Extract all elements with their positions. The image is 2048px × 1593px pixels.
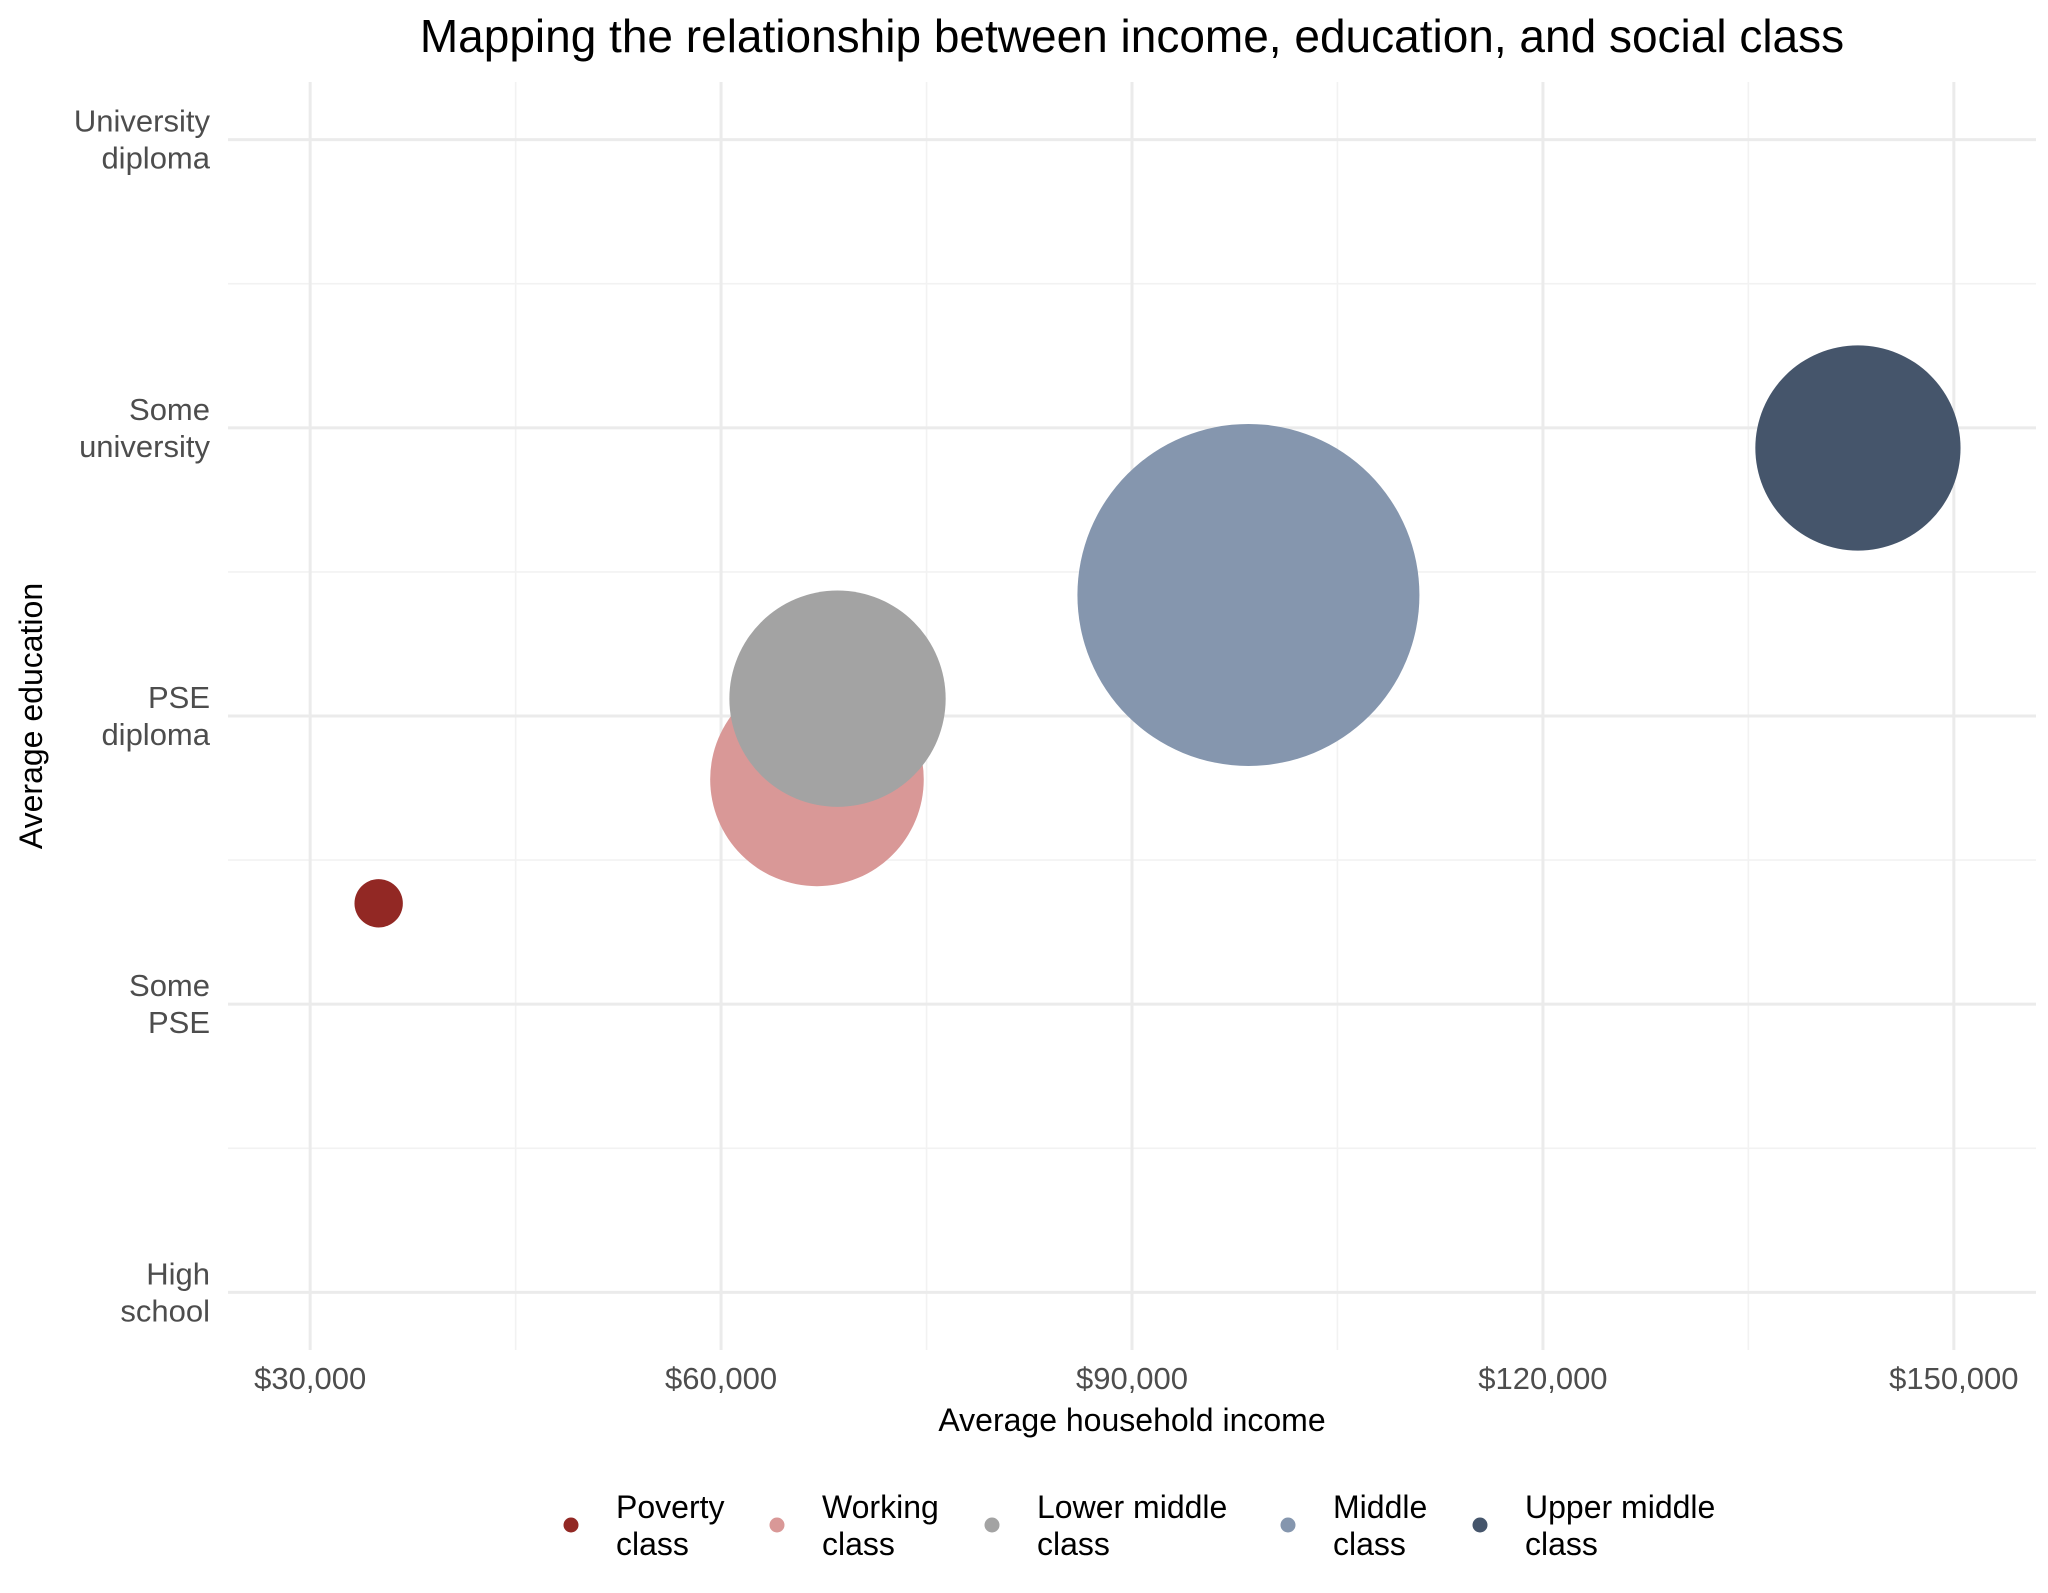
y-tick-label: Some PSE — [129, 968, 210, 1040]
bubble — [729, 590, 946, 807]
legend-label: Working class — [822, 1489, 939, 1562]
y-tick-label: PSE diploma — [101, 680, 210, 752]
legend-label: Poverty class — [616, 1489, 724, 1562]
legend-key — [984, 1517, 1000, 1533]
x-tick-label: $90,000 — [1076, 1361, 1188, 1396]
legend-label: Upper middle class — [1525, 1489, 1715, 1562]
legend-key — [1280, 1517, 1296, 1533]
y-axis-title: Average education — [13, 583, 49, 849]
legend-label: Middle class — [1333, 1489, 1427, 1562]
legend-key — [1472, 1517, 1488, 1533]
x-axis-ticks: $30,000 $60,000 $90,000 $120,000 $150,000 — [254, 1361, 2018, 1396]
legend-key — [769, 1517, 785, 1533]
y-axis-ticks: High school Some PSE PSE diploma Some universit… — [74, 104, 211, 1329]
legend-key — [563, 1517, 579, 1533]
bubble — [1077, 423, 1420, 766]
x-tick-label: $150,000 — [1889, 1361, 2018, 1396]
y-tick-label: Some university — [79, 392, 210, 464]
x-axis-title: Average household income — [938, 1402, 1325, 1438]
x-tick-label: $120,000 — [1478, 1361, 1607, 1396]
chart-title: Mapping the relationship between income,… — [420, 10, 1844, 62]
y-tick-label: University diploma — [74, 104, 211, 176]
bubble — [354, 879, 403, 928]
grid-lines — [228, 82, 2036, 1350]
legend: Poverty class Working class Lower middle clas… — [563, 1489, 1715, 1562]
x-tick-label: $60,000 — [665, 1361, 777, 1396]
bubble — [1755, 345, 1961, 551]
bubbles — [354, 345, 1961, 928]
x-tick-label: $30,000 — [254, 1361, 366, 1396]
y-tick-label: High school — [120, 1256, 210, 1328]
legend-label: Lower middle class — [1037, 1489, 1227, 1562]
